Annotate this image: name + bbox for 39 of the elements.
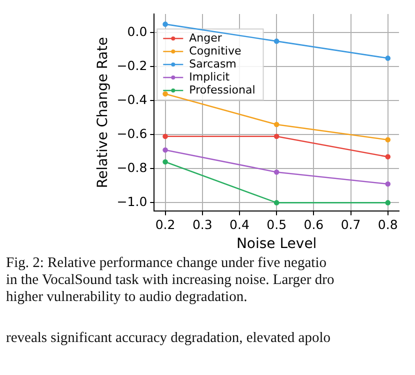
point: [274, 122, 280, 128]
x-tick-label: 0.6: [304, 216, 324, 232]
y-tick-label: −1.0: [116, 194, 148, 209]
x-tick-label: 0.4: [230, 216, 250, 232]
point: [385, 181, 391, 187]
legend-label: Professional: [189, 83, 256, 96]
y-tick-label: 0.0: [127, 24, 148, 39]
y-axis-title: Relative Change Rate: [95, 37, 112, 188]
legend-label: Implicit: [189, 70, 230, 84]
x-tick-label: 0.3: [192, 216, 212, 232]
x-tick-label: 0.5: [266, 216, 287, 232]
x-tick-label: 0.7: [340, 216, 361, 232]
point: [385, 56, 391, 61]
caption: Fig. 2: Relative performance change under five negatio: [6, 255, 328, 272]
legend-label: Sarcasm: [189, 57, 236, 70]
x-axis-title: Noise Level: [236, 236, 317, 252]
point: [162, 134, 168, 140]
point: [274, 38, 280, 44]
point: [162, 159, 168, 165]
x-tick-label: 0.2: [155, 216, 176, 232]
legend-label: Anger: [189, 31, 222, 44]
y-tick-label: −0.8: [116, 160, 148, 175]
text: reveals significant accuracy degradation, elevated apolo: [6, 330, 332, 347]
point: [274, 134, 280, 140]
x-tick-label: 0.8: [378, 216, 398, 232]
point: [162, 147, 168, 153]
point: [385, 200, 391, 206]
text: in the VocalSound task with increasing noise. Larger dro: [6, 272, 336, 289]
point: [274, 169, 280, 175]
point: [274, 200, 280, 206]
y-tick-label: −0.2: [116, 58, 148, 73]
text: higher vulnerability to audio degradation.: [6, 289, 248, 306]
point: [162, 91, 168, 97]
y-tick-label: −0.6: [116, 126, 148, 141]
point: [385, 137, 391, 142]
point: [385, 154, 391, 160]
y-tick-label: −0.4: [116, 92, 148, 107]
legend-label: Cognitive: [189, 44, 242, 58]
point: [162, 22, 168, 27]
